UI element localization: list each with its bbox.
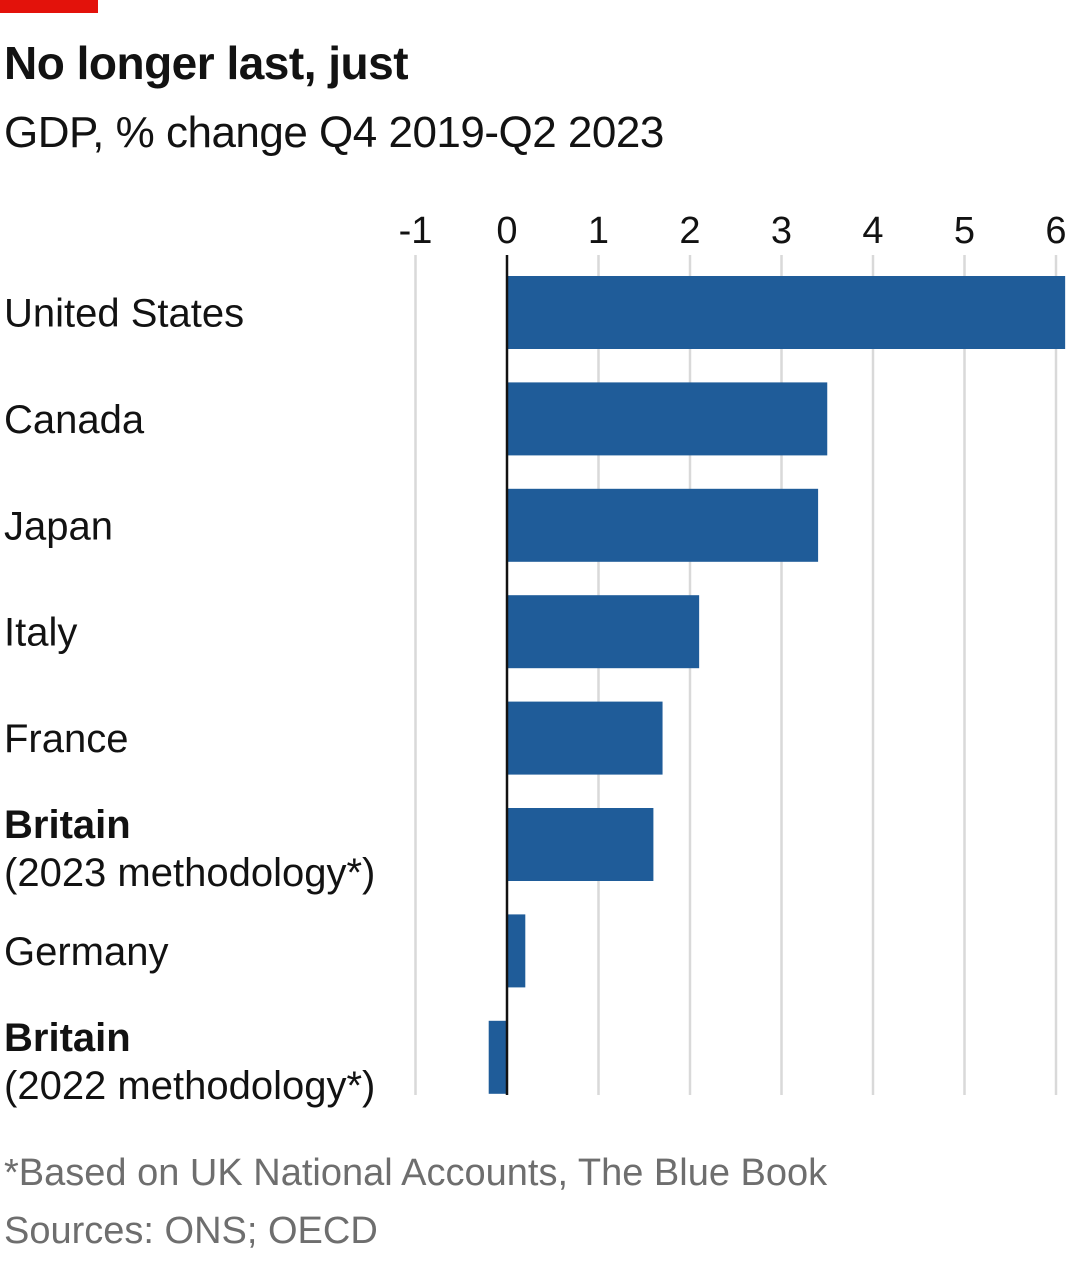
tick-label: 1: [588, 210, 609, 252]
footnote: *Based on UK National Accounts, The Blue…: [4, 1152, 828, 1194]
category-sublabel: (2023 methodology*): [4, 851, 375, 895]
bar: [507, 382, 828, 456]
bar: [507, 914, 526, 988]
bar: [507, 488, 819, 562]
category-label: Canada: [4, 398, 145, 442]
category-label: Germany: [4, 930, 169, 974]
category-label: Britain: [4, 1016, 131, 1060]
bar: [507, 276, 1066, 349]
bar: [507, 701, 663, 775]
category-label: Italy: [4, 611, 77, 655]
category-sublabel: (2022 methodology*): [4, 1064, 375, 1108]
bar: [507, 595, 700, 669]
chart-subtitle: GDP, % change Q4 2019-Q2 2023: [4, 108, 664, 157]
category-label: Japan: [4, 504, 113, 548]
tick-label: 2: [679, 210, 700, 252]
tick-label: -1: [399, 210, 433, 252]
tick-label: 5: [954, 210, 975, 252]
category-label: Britain: [4, 803, 131, 847]
category-label: United States: [4, 292, 244, 336]
source-note: Sources: ONS; OECD: [4, 1210, 378, 1252]
category-label: France: [4, 717, 129, 761]
tick-label: 6: [1045, 210, 1066, 252]
tick-label: 0: [496, 210, 517, 252]
tick-label: 3: [771, 210, 792, 252]
bar: [507, 808, 654, 881]
accent-bar: [0, 0, 98, 13]
bar: [488, 1020, 507, 1094]
chart-title: No longer last, just: [4, 37, 409, 89]
tick-label: 4: [862, 210, 883, 252]
